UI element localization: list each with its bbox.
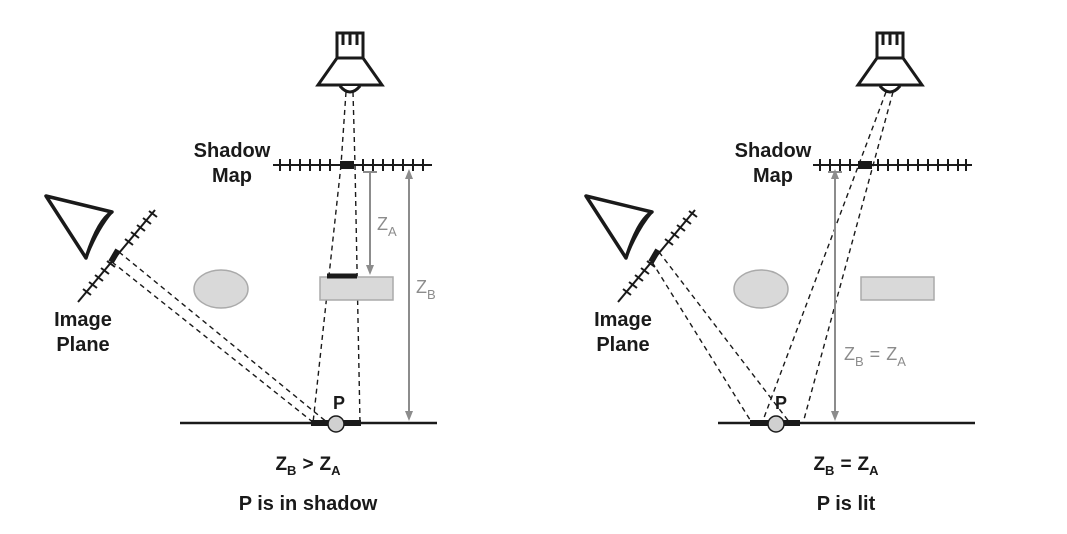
caption-lit: P is lit [817, 493, 876, 515]
point-p-marker [767, 415, 785, 433]
ellipse-occluder [193, 269, 249, 309]
shadow-map-label-1: Shadow [735, 140, 812, 162]
image-plane-label-2: Plane [56, 334, 109, 356]
za-label: ZA [377, 214, 397, 239]
image-plane-label-1: Image [54, 309, 112, 331]
shadow-map-label-1: Shadow [194, 140, 271, 162]
point-p-label: P [333, 393, 345, 413]
zb-label: ZB [416, 277, 436, 302]
point-p-marker [327, 415, 345, 433]
image-plane-label-1: Image [594, 309, 652, 331]
point-p-label: P [775, 393, 787, 413]
panel-lit: Shadow Map Image Plane P ZB = ZA ZB = ZA P i… [584, 31, 975, 515]
view-rays [111, 251, 329, 424]
shadow-map-axis [273, 159, 432, 171]
eye-icon [584, 194, 654, 260]
light-source-icon [855, 31, 925, 94]
rect-occluder [860, 276, 935, 301]
eye-icon [44, 194, 114, 260]
view-rays [651, 251, 791, 424]
inline-equation: ZB = ZA [844, 344, 906, 369]
equation-lit: ZB = ZA [813, 454, 879, 478]
caption-shadow: P is in shadow [239, 493, 378, 515]
image-plane-axis [77, 209, 158, 303]
shadow-map-axis [813, 159, 972, 171]
equation-shadow: ZB > ZA [275, 454, 341, 478]
image-plane-axis [617, 209, 698, 303]
shadow-map-label-2: Map [753, 165, 793, 187]
ellipse-occluder [733, 269, 789, 309]
light-source-icon [315, 31, 385, 94]
rect-occluder [319, 276, 394, 301]
image-plane-label-2: Plane [596, 334, 649, 356]
light-rays [312, 91, 361, 424]
panel-shadow: Shadow Map Image Plane P ZA ZB ZB > ZA P i… [44, 31, 437, 515]
shadow-map-label-2: Map [212, 165, 252, 187]
light-rays [761, 91, 894, 424]
